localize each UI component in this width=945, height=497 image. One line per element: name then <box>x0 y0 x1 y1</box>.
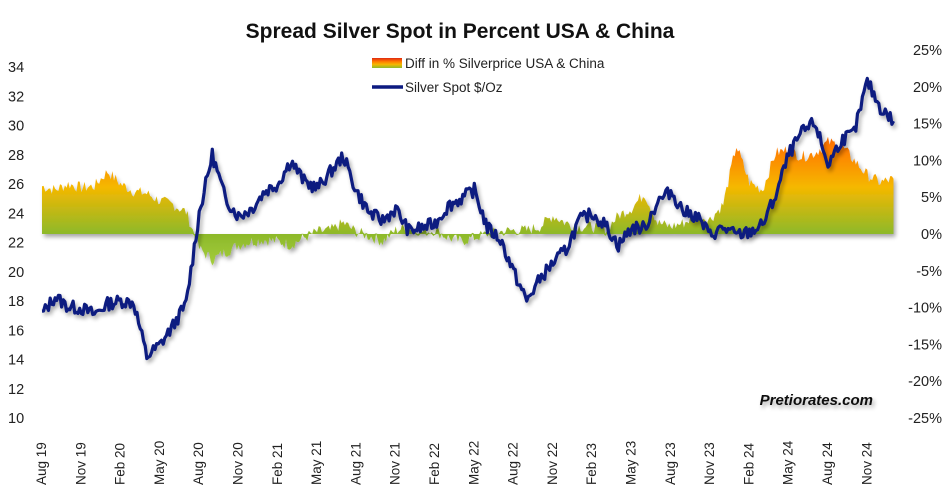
y-right-tick-label: 15% <box>913 117 942 133</box>
y-left-tick-label: 26 <box>8 177 24 193</box>
y-left-tick-label: 10 <box>8 411 24 427</box>
legend-label-spread: Diff in % Silverprice USA & China <box>405 56 605 71</box>
x-tick-label: May 23 <box>624 441 639 485</box>
y-right-tick-label: 5% <box>921 190 942 206</box>
x-tick-label: Aug 21 <box>348 442 363 485</box>
spread-area-layer <box>42 136 894 266</box>
x-tick-label: Aug 19 <box>34 442 49 485</box>
x-tick-label: May 24 <box>781 440 796 485</box>
y-right-tick-label: 25% <box>913 43 942 59</box>
x-tick-label: Nov 24 <box>859 442 874 485</box>
x-tick-label: Nov 19 <box>73 442 88 485</box>
x-tick-label: Nov 22 <box>545 442 560 485</box>
legend-swatch-spread <box>372 58 402 68</box>
y-left-tick-label: 28 <box>8 148 24 164</box>
legend-label-silver: Silver Spot $/Oz <box>405 80 503 95</box>
y-right-tick-label: 10% <box>913 153 942 169</box>
x-tick-label: Aug 24 <box>820 442 835 485</box>
y-right-tick-label: 0% <box>921 227 942 243</box>
x-tick-label: Aug 23 <box>663 442 678 485</box>
x-tick-label: May 21 <box>309 441 324 485</box>
y-left-tick-label: 16 <box>8 323 24 339</box>
legend: Diff in % Silverprice USA & China Silver… <box>372 56 605 95</box>
x-tick-label: Aug 22 <box>506 442 521 485</box>
y-left-tick-label: 22 <box>8 236 24 252</box>
y-left-tick-label: 18 <box>8 294 24 310</box>
chart-title: Spread Silver Spot in Percent USA & Chin… <box>246 20 675 43</box>
y-right-tick-label: -10% <box>908 301 942 317</box>
y-left-tick-label: 12 <box>8 382 24 398</box>
y-left-tick-label: 20 <box>8 265 24 281</box>
x-tick-label: Feb 23 <box>584 443 599 485</box>
x-tick-label: Nov 23 <box>702 442 717 485</box>
y-right-tick-label: -25% <box>908 411 942 427</box>
y-right-tick-label: -5% <box>916 264 942 280</box>
x-tick-label: Nov 20 <box>231 442 246 485</box>
y-axis-right: -25% -20% -15% -10% -5% 0% 5% 10% 15% 20% 25% <box>908 43 942 427</box>
silver-spot-line <box>41 76 895 361</box>
y-left-tick-label: 24 <box>8 206 24 222</box>
x-tick-label: Feb 21 <box>270 443 285 485</box>
x-tick-label: Feb 24 <box>741 442 756 485</box>
x-tick-label: May 20 <box>152 441 167 485</box>
y-left-tick-label: 34 <box>8 60 24 76</box>
y-left-tick-label: 14 <box>8 353 24 369</box>
y-left-tick-label: 30 <box>8 119 24 135</box>
spread-area-positive <box>42 136 894 234</box>
y-right-tick-label: -15% <box>908 337 942 353</box>
y-axis-left: 10 12 14 16 18 20 22 24 26 28 30 32 34 <box>8 60 24 427</box>
watermark: Pretiorates.com <box>760 392 873 409</box>
y-right-tick-label: 20% <box>913 80 942 96</box>
silver-line-layer <box>41 76 895 361</box>
x-tick-label: Feb 22 <box>427 443 442 485</box>
x-tick-label: Nov 21 <box>388 442 403 485</box>
spread-area-negative <box>42 234 894 266</box>
x-tick-label: Aug 20 <box>191 442 206 485</box>
y-left-tick-label: 32 <box>8 89 24 105</box>
x-tick-label: May 22 <box>466 441 481 485</box>
y-right-tick-label: -20% <box>908 374 942 390</box>
x-tick-label: Feb 20 <box>113 443 128 485</box>
x-axis: Aug 19 Nov 19 Feb 20 May 20 Aug 20 Nov 20 Feb … <box>34 440 874 485</box>
